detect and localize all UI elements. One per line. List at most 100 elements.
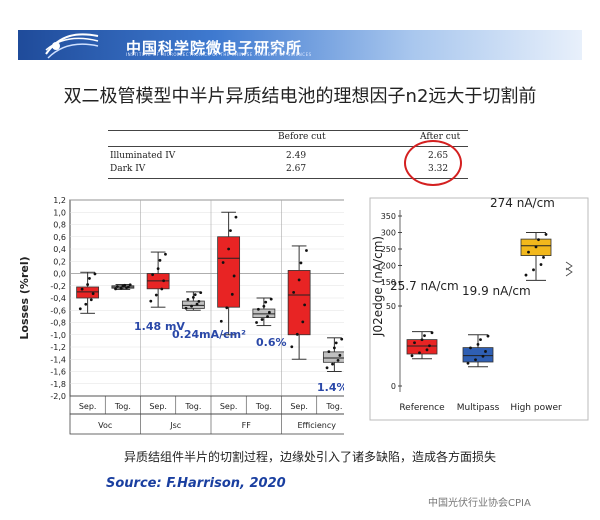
x-tick-label: Multipass [457,403,500,413]
table-cell: 2.67 [286,164,307,174]
y-tick-label: 1,0 [53,208,66,217]
y-tick-label: 0 [391,382,396,391]
data-point [425,348,429,352]
box-mark [217,236,241,308]
institute-name: 中国科学院微电子研究所 [126,39,303,57]
table-row-label: Illuminated IV [110,151,176,161]
y-tick-label: -2,0 [50,392,66,401]
data-point [537,238,540,242]
box-mark [181,300,205,309]
data-point [334,341,338,345]
box-mark [462,347,494,363]
institute-logo-icon [45,33,99,59]
data-point [199,291,203,295]
table-row-label: Dark IV [110,164,146,174]
box-mark [287,270,311,336]
y-axis-label: Losses (%rel) [18,256,31,339]
y-tick-label: 0,0 [53,270,66,279]
data-point [295,332,299,336]
data-point [301,320,305,324]
axis-break-mark [565,261,573,271]
x-group-label: FF [242,421,252,430]
data-point [151,273,155,277]
data-point [80,287,84,291]
x-tick-label: Reference [399,403,445,413]
data-point [162,279,166,283]
y-tick-label: 250 [381,245,396,254]
y-tick-label: 200 [381,262,396,271]
losses-box-chart: 1,2 1,0 0,8 0,6 0,4 0,2 0,0 -0,2 -0,4 -0,6 -0,8 -1,… [18,196,344,435]
data-point [299,261,303,265]
data-point [476,343,480,346]
y-axis-label: J02edge (nA/cm) [371,236,385,337]
data-point [234,215,238,219]
y-tick-label: 1,2 [53,196,66,205]
data-point [524,273,528,277]
data-point [262,304,266,308]
data-point [469,346,472,350]
data-point [89,298,93,302]
institute-subtitle: INSTITUTE OF MICROELECTRONICS OF THE CHI… [126,52,312,57]
data-point [184,306,188,310]
x-tick-label: Tog. [114,402,131,411]
data-point [430,331,434,335]
data-point [474,358,477,362]
data-point [297,278,301,282]
x-tick-label: Tog. [184,402,201,411]
data-point [428,344,431,348]
data-point [160,287,164,291]
data-point [221,261,225,264]
data-point [331,362,334,366]
data-point [420,338,424,342]
caption: 异质结组件半片的切割过程，边缘处引入了诸多缺陷，造成各方面损失 [124,450,497,464]
data-point [325,366,329,370]
x-group-label: Efficiency [297,421,336,430]
data-point [479,338,482,341]
table-rule-bottom [108,178,468,179]
data-point [158,258,162,262]
data-point [332,346,336,350]
data-point [484,350,487,353]
y-tick-label: 0,6 [53,233,66,242]
axis-break-mark [565,267,573,277]
data-annotation: 0.6% [256,336,287,349]
data-point [260,318,264,321]
x-group-label: Jsc [169,421,181,430]
data-point [542,255,545,259]
data-point [336,358,340,362]
data-point [219,319,223,323]
data-point [86,283,90,286]
x-tick-label: Sep. [149,402,167,411]
y-tick-label: 150 [381,278,396,287]
data-point [197,300,201,303]
y-tick-label: -0,8 [50,319,66,328]
data-annotation: 19.9 nA/cm [462,284,531,298]
data-point [423,334,426,338]
data-point [466,361,470,365]
data-point [290,345,294,349]
data-point [544,233,548,236]
y-tick-label: 50 [386,302,396,311]
y-tick-label: 0,2 [53,257,66,266]
data-point [292,290,296,294]
data-point [125,286,128,290]
data-annotation: 1.4% [317,381,344,394]
data-point [190,304,193,308]
data-annotation: 0.24mA/cm² [172,328,246,341]
y-tick-label: -1,4 [50,355,66,364]
data-point [232,274,236,278]
table-header-after: After cut [420,132,461,142]
y-tick-label: 300 [381,229,396,238]
data-point [195,302,199,306]
y-tick-label: -1,0 [50,331,66,340]
data-point [532,268,535,272]
y-tick-label: 350 [381,212,396,221]
data-point [91,292,95,296]
x-tick-label: Tog. [325,402,342,411]
data-point [327,350,331,354]
slide-title: 双二极管模型中半片异质结电池的理想因子n2远大于切割前 [63,86,537,107]
data-point [338,353,342,357]
box-mark [252,308,276,319]
y-tick-label: 0,8 [53,221,66,230]
data-point [255,321,258,324]
